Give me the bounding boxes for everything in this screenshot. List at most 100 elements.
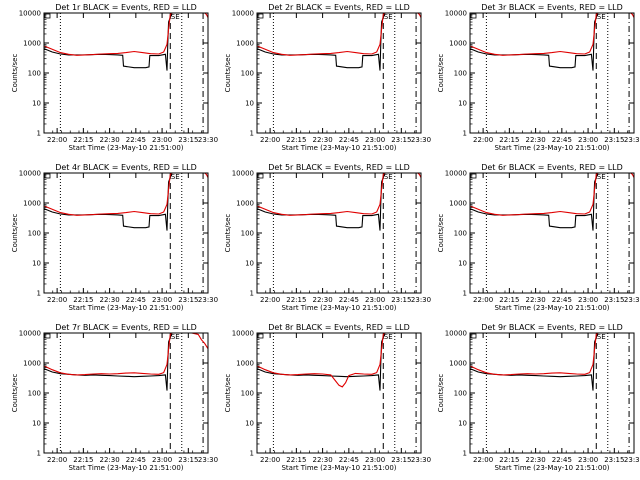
x-tick-label: 22:30 — [313, 136, 333, 144]
panel-title: Det 1r BLACK = Events, RED = LLD — [55, 3, 197, 12]
x-tick-label: 23:15 — [604, 296, 624, 304]
x-axis-label: Start Time (23-May-10 21:51:00) — [68, 144, 183, 152]
x-tick-label: 22:45 — [126, 296, 146, 304]
x-tick-label: 22:00 — [47, 456, 67, 464]
y-tick-label: 10 — [245, 260, 254, 268]
panel-title: Det 5r BLACK = Events, RED = LLD — [268, 163, 410, 172]
x-tick-label: 23:15 — [391, 296, 411, 304]
y-axis-label: Counts/sec — [11, 374, 19, 413]
series-lld-line — [44, 13, 208, 56]
y-tick-label: 10 — [245, 420, 254, 428]
series-events-line — [44, 173, 208, 231]
x-tick-label: 22:15 — [73, 296, 93, 304]
x-tick-label: 22:00 — [473, 136, 493, 144]
y-tick-label: 1 — [250, 290, 254, 298]
y-tick-label: 1000 — [23, 200, 41, 208]
x-tick-label: 22:45 — [552, 456, 572, 464]
y-tick-label: 10 — [32, 260, 41, 268]
y-tick-label: 10000 — [19, 10, 41, 18]
y-tick-label: 10000 — [232, 10, 254, 18]
x-tick-label: 22:45 — [552, 136, 572, 144]
y-tick-label: 1000 — [236, 200, 254, 208]
x-tick-label: 23:30 — [624, 456, 640, 464]
panel-title: Det 9r BLACK = Events, RED = LLD — [481, 323, 623, 332]
plot-frame — [469, 12, 635, 134]
x-tick-label: 22:30 — [526, 296, 546, 304]
y-axis-label: Counts/sec — [437, 214, 445, 253]
x-tick-label: 23:30 — [624, 296, 640, 304]
y-axis-label: Counts/sec — [11, 214, 19, 253]
y-tick-label: 100 — [454, 70, 467, 78]
x-tick-label: 22:45 — [552, 296, 572, 304]
series-events-line — [470, 173, 634, 231]
x-tick-label: 23:15 — [604, 136, 624, 144]
series-lld-line — [470, 13, 634, 56]
series-lld-line — [470, 173, 634, 216]
x-tick-label: 22:45 — [339, 136, 359, 144]
y-tick-label: 1000 — [236, 40, 254, 48]
x-tick-label: 22:15 — [286, 136, 306, 144]
y-tick-label: 10000 — [232, 330, 254, 338]
y-tick-label: 1 — [463, 290, 467, 298]
y-tick-label: 1000 — [449, 200, 467, 208]
x-tick-label: 22:45 — [339, 296, 359, 304]
series-events-line — [44, 13, 208, 71]
x-tick-label: 23:30 — [411, 136, 431, 144]
x-tick-label: 22:00 — [47, 136, 67, 144]
y-axis-label: Counts/sec — [437, 54, 445, 93]
x-tick-label: 23:30 — [198, 136, 218, 144]
x-tick-label: 22:15 — [499, 136, 519, 144]
plot-frame — [43, 12, 209, 134]
y-tick-label: 100 — [241, 230, 254, 238]
y-tick-label: 10000 — [19, 330, 41, 338]
x-tick-label: 23:30 — [198, 456, 218, 464]
series-lld-line — [257, 333, 421, 388]
x-tick-label: 23:15 — [604, 456, 624, 464]
y-tick-label: 100 — [241, 70, 254, 78]
x-tick-label: 22:45 — [126, 456, 146, 464]
y-tick-label: 10000 — [445, 10, 467, 18]
y-tick-label: 1 — [37, 450, 41, 458]
series-events-line — [257, 333, 421, 391]
series-events-line — [470, 333, 634, 391]
x-tick-label: 22:45 — [126, 136, 146, 144]
series-events-line — [257, 13, 421, 71]
y-tick-label: 10 — [32, 420, 41, 428]
y-tick-label: 100 — [28, 230, 41, 238]
y-tick-label: 1000 — [23, 360, 41, 368]
annotation-se: SE — [384, 173, 393, 181]
x-tick-label: 23:00 — [578, 296, 598, 304]
panel-title: Det 2r BLACK = Events, RED = LLD — [268, 3, 410, 12]
plot-frame — [256, 12, 422, 134]
y-tick-label: 100 — [241, 390, 254, 398]
y-tick-label: 1000 — [236, 360, 254, 368]
series-lld-line — [470, 333, 634, 376]
annotation-se: SE — [171, 333, 180, 341]
y-tick-label: 10000 — [445, 330, 467, 338]
x-tick-label: 23:30 — [624, 136, 640, 144]
annotation-se: SE — [384, 13, 393, 21]
x-tick-label: 22:45 — [339, 456, 359, 464]
x-tick-label: 23:30 — [411, 296, 431, 304]
x-tick-label: 23:00 — [152, 296, 172, 304]
x-tick-label: 23:15 — [178, 456, 198, 464]
y-axis-label: Counts/sec — [224, 214, 232, 253]
x-axis-label: Start Time (23-May-10 21:51:00) — [494, 464, 609, 472]
x-tick-label: 23:15 — [178, 296, 198, 304]
y-tick-label: 10 — [245, 100, 254, 108]
x-axis-label: Start Time (23-May-10 21:51:00) — [281, 464, 396, 472]
annotation-se: SE — [597, 333, 606, 341]
x-tick-label: 22:15 — [73, 136, 93, 144]
x-tick-label: 23:00 — [152, 136, 172, 144]
x-tick-label: 22:30 — [100, 456, 120, 464]
x-tick-label: 22:30 — [100, 296, 120, 304]
y-axis-label: Counts/sec — [11, 54, 19, 93]
annotation-se: SE — [597, 173, 606, 181]
y-tick-label: 100 — [28, 390, 41, 398]
